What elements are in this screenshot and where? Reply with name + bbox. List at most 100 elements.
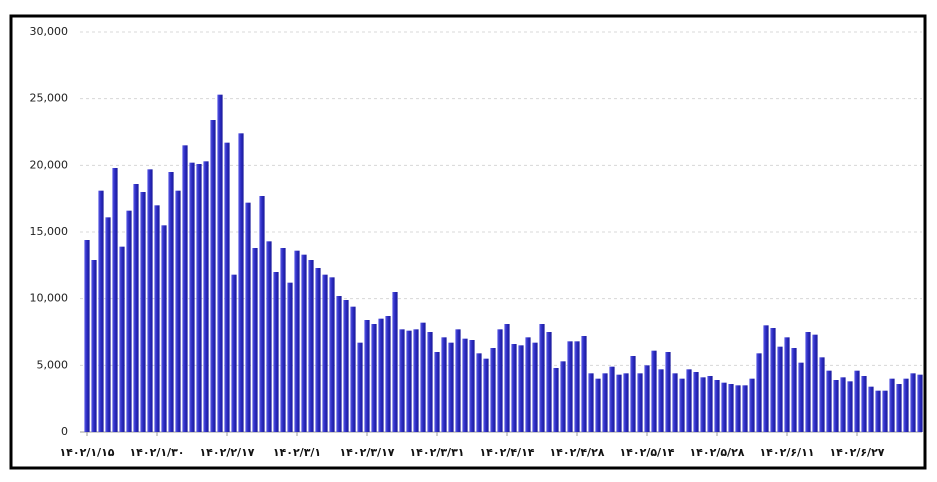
x-tick-label: ۱۴۰۲/۶/۱۱	[759, 446, 814, 459]
bar	[749, 378, 755, 432]
bar	[784, 337, 790, 432]
y-tick-label: 20,000	[30, 158, 69, 171]
bar	[259, 196, 265, 432]
bar	[497, 329, 503, 432]
bar	[378, 318, 384, 432]
x-tick-label: ۱۴۰۲/۵/۲۸	[689, 446, 744, 459]
bar	[217, 94, 223, 433]
bar	[427, 332, 433, 432]
bar	[595, 378, 601, 432]
bar	[392, 292, 398, 432]
y-tick-label: 5,000	[37, 358, 69, 371]
bar	[868, 386, 874, 432]
bar	[364, 320, 370, 432]
bar	[98, 190, 104, 432]
bar	[672, 373, 678, 432]
bar	[399, 329, 405, 432]
bar	[119, 246, 125, 432]
bar	[434, 352, 440, 432]
bar	[917, 374, 923, 432]
bar	[483, 358, 489, 432]
bar	[658, 369, 664, 432]
bar	[910, 373, 916, 432]
bar	[903, 378, 909, 432]
bar	[693, 372, 699, 432]
bar	[714, 380, 720, 432]
x-tick-label: ۱۴۰۲/۱/۳۰	[129, 446, 184, 459]
bar	[875, 390, 881, 432]
bar	[301, 254, 307, 432]
bar	[826, 370, 832, 432]
x-tick-label: ۱۴۰۲/۵/۱۴	[619, 446, 674, 459]
bar	[448, 342, 454, 432]
bar	[896, 384, 902, 432]
bar	[588, 373, 594, 432]
x-tick-label: ۱۴۰۲/۳/۱۷	[339, 446, 394, 459]
bar	[336, 296, 342, 432]
bar	[616, 374, 622, 432]
bar	[231, 274, 237, 432]
bar	[679, 378, 685, 432]
bar	[210, 120, 216, 432]
bar	[140, 192, 146, 432]
bar	[406, 330, 412, 432]
bar	[280, 248, 286, 432]
bar	[742, 385, 748, 432]
bar	[462, 338, 468, 432]
bar	[833, 380, 839, 432]
bar	[532, 342, 538, 432]
bar	[238, 133, 244, 433]
bar	[420, 322, 426, 432]
bar	[854, 370, 860, 432]
bar	[224, 142, 230, 432]
x-tick-label: ۱۴۰۲/۶/۲۷	[829, 446, 884, 459]
bar	[112, 168, 118, 432]
bar	[168, 172, 174, 432]
y-tick-label: 30,000	[30, 25, 69, 38]
bar	[182, 145, 188, 433]
bar	[686, 369, 692, 432]
bar	[189, 162, 195, 432]
bar	[476, 353, 482, 432]
bar	[455, 329, 461, 432]
y-tick-label: 15,000	[30, 225, 69, 238]
bar	[609, 366, 615, 432]
bar	[350, 306, 356, 432]
bar	[546, 332, 552, 432]
bar	[203, 161, 209, 433]
bar	[147, 169, 153, 433]
bar	[469, 340, 475, 432]
bar	[105, 217, 111, 432]
bar	[735, 385, 741, 432]
bar	[245, 202, 251, 432]
bar	[651, 350, 657, 432]
bar	[882, 390, 888, 432]
bar	[623, 373, 629, 432]
bar	[763, 325, 769, 432]
bar	[504, 324, 510, 432]
bar	[840, 377, 846, 432]
bar	[770, 328, 776, 432]
bar	[700, 377, 706, 432]
x-tick-label: ۱۴۰۲/۳/۳۱	[409, 446, 464, 459]
bar	[581, 336, 587, 432]
bar	[385, 316, 391, 432]
bar	[791, 348, 797, 432]
bar	[511, 344, 517, 432]
bar	[329, 277, 335, 432]
x-tick-label: ۱۴۰۲/۲/۱۷	[199, 446, 254, 459]
bar	[273, 272, 279, 432]
bar	[805, 332, 811, 432]
bar	[84, 240, 90, 432]
bar	[721, 382, 727, 432]
bar	[525, 337, 531, 432]
bar	[644, 365, 650, 432]
bar	[756, 353, 762, 432]
bar	[819, 357, 825, 432]
x-tick-label: ۱۴۰۲/۳/۱	[273, 446, 321, 459]
bar	[574, 341, 580, 432]
bar	[567, 341, 573, 432]
bar	[798, 362, 804, 432]
bar	[637, 373, 643, 432]
bar	[812, 334, 818, 432]
